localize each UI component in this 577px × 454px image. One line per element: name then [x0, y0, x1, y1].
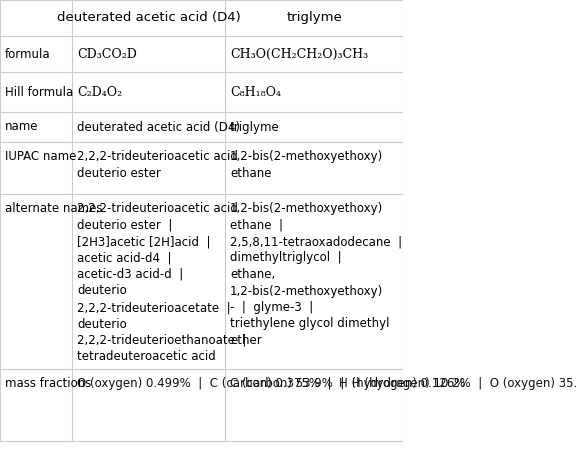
Text: C₈H₁₈O₄: C₈H₁₈O₄	[230, 85, 281, 99]
Text: IUPAC name: IUPAC name	[5, 150, 76, 163]
Text: triglyme: triglyme	[286, 11, 342, 25]
Text: name: name	[5, 120, 39, 133]
Text: alternate names: alternate names	[5, 202, 102, 215]
Text: O (oxygen) 0.499%  |  C (carbon) 0.375%  |  H (hydrogen) 0.126%: O (oxygen) 0.499% | C (carbon) 0.375% | …	[77, 377, 465, 390]
Text: C (carbon) 53.9%  |  H (hydrogen) 10.2%  |  O (oxygen) 35.9%: C (carbon) 53.9% | H (hydrogen) 10.2% | …	[230, 377, 577, 390]
Text: CD₃CO₂D: CD₃CO₂D	[77, 48, 137, 60]
Text: 1,2-bis(2-methoxyethoxy)
ethane  |
2,5,8,11-tetraoxadodecane  |
dimethyltriglyco: 1,2-bis(2-methoxyethoxy) ethane | 2,5,8,…	[230, 202, 402, 347]
Text: formula: formula	[5, 48, 51, 60]
Text: C₂D₄O₂: C₂D₄O₂	[77, 85, 122, 99]
Text: Hill formula: Hill formula	[5, 85, 73, 99]
Text: deuterated acetic acid (D4): deuterated acetic acid (D4)	[57, 11, 241, 25]
Text: 2,2,2-trideuterioacetic acid
deuterio ester  |
[2H3]acetic [2H]acid  |
acetic ac: 2,2,2-trideuterioacetic acid deuterio es…	[77, 202, 246, 364]
Text: CH₃O(CH₂CH₂O)₃CH₃: CH₃O(CH₂CH₂O)₃CH₃	[230, 48, 368, 60]
Text: mass fractions: mass fractions	[5, 377, 91, 390]
Text: 1,2-bis(2-methoxyethoxy)
ethane: 1,2-bis(2-methoxyethoxy) ethane	[230, 150, 383, 180]
Text: triglyme: triglyme	[230, 120, 280, 133]
Text: 2,2,2-trideuterioacetic acid
deuterio ester: 2,2,2-trideuterioacetic acid deuterio es…	[77, 150, 238, 180]
Text: deuterated acetic acid (D4): deuterated acetic acid (D4)	[77, 120, 240, 133]
